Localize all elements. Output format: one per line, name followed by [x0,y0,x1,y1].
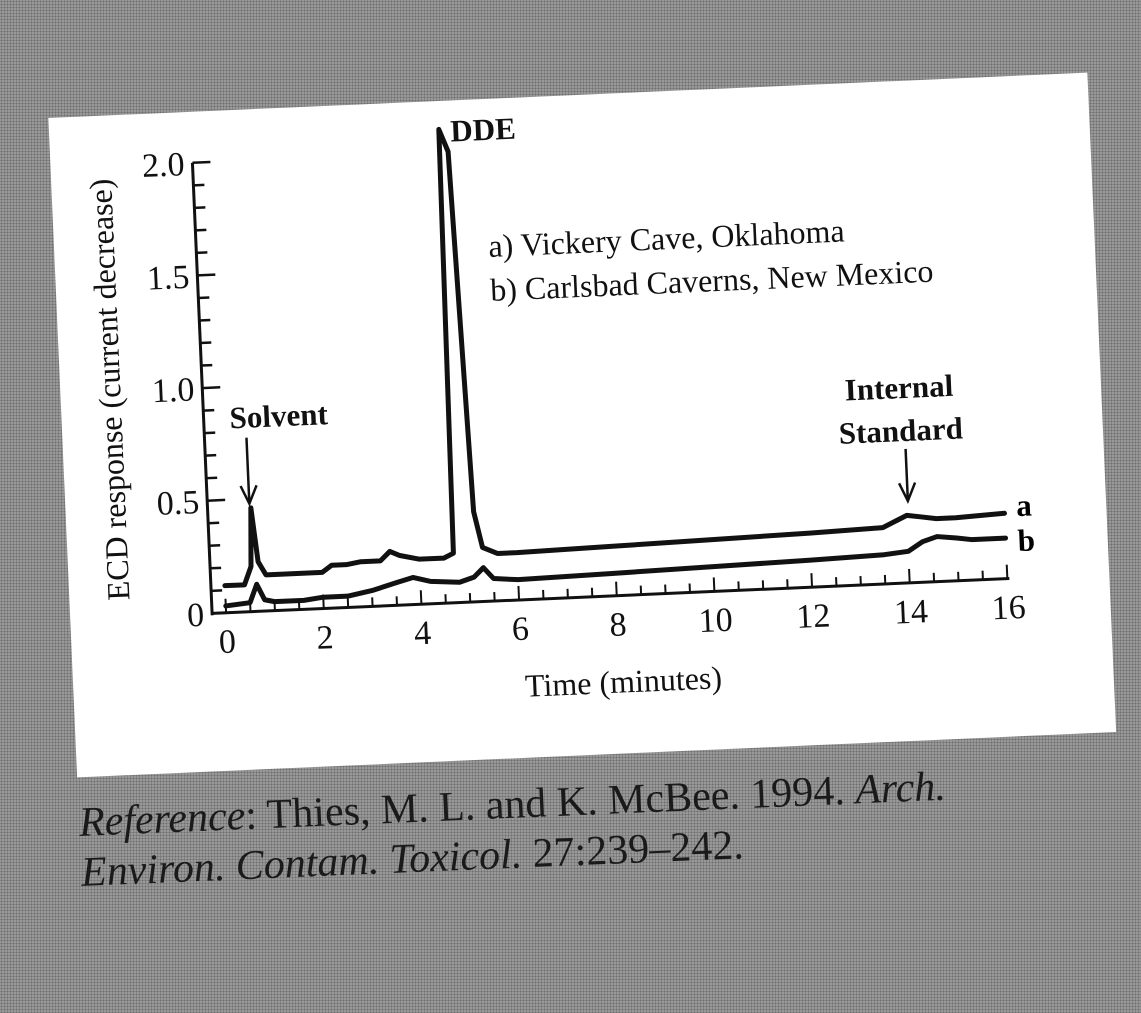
series-layer [222,126,1009,609]
y-major-tick [202,386,221,390]
x-major-tick [712,577,716,592]
internal-standard-arrow [897,448,917,504]
x-major-tick [810,573,814,588]
internal-standard-label-line2: Standard [838,410,963,450]
x-tick-label: 2 [316,619,335,657]
x-major-tick [908,568,911,583]
x-major-tick [419,590,423,605]
series-line-b [223,534,1009,609]
y-tick-label: 1.5 [146,259,190,298]
x-tick-label: 14 [893,593,929,631]
x-tick-label: 0 [218,623,237,661]
y-major-tick [197,273,216,277]
y-major-tick [192,160,211,165]
y-major-tick [207,498,226,502]
dde-label: DDE [450,111,517,149]
y-tick-label: 1.0 [151,371,195,410]
x-tick-label: 4 [413,615,432,653]
x-tick-label: 12 [796,597,832,635]
journal-name-part1: Arch. [854,763,947,814]
x-major-tick [517,585,521,601]
x-major-tick [615,581,618,596]
y-tick-label: 0 [186,597,205,635]
internal-standard-label-line1: Internal [844,368,954,408]
y-tick-label: 0.5 [156,484,200,523]
x-tick-label: 10 [698,602,734,640]
series-label-b: b [1017,522,1036,558]
x-tick-label: 16 [991,589,1027,627]
x-tick-label: 8 [609,606,628,644]
series-line-a [222,126,1007,589]
solvent-arrow [239,437,258,507]
x-axis-line [212,577,1010,615]
paper-background [48,72,1117,778]
reference-volume-pages: 27:239–242. [521,822,745,878]
solvent-label: Solvent [229,396,329,435]
axes: 0 0.5 1.0 1.5 2.0 0 2 4 6 8 10 12 14 16 [141,146,1027,661]
x-tick-label: 6 [511,611,530,649]
x-axis-label: Time (minutes) [524,659,722,704]
y-major-tick [212,611,231,615]
series-label-a: a [1015,488,1033,524]
x-major-tick [1005,564,1009,579]
reference-lead: Reference [78,793,247,846]
y-tick-label: 2.0 [141,146,185,185]
